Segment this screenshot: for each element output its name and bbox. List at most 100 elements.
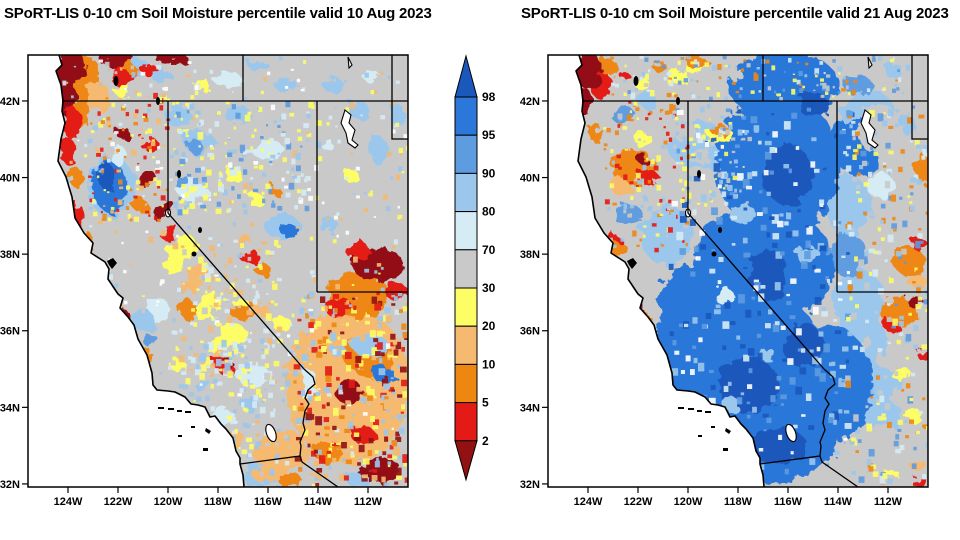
speckle <box>296 437 301 441</box>
speckle <box>620 238 625 242</box>
speckle <box>204 248 209 255</box>
speckle <box>362 458 370 465</box>
speckle <box>74 244 78 248</box>
speckle <box>318 435 322 438</box>
speckle <box>648 154 653 160</box>
moisture-blob-2-5 <box>917 350 928 360</box>
speckle <box>401 372 407 376</box>
speckle <box>692 209 697 216</box>
speckle <box>204 265 209 268</box>
speckle <box>334 308 338 313</box>
speckle <box>722 55 727 60</box>
speckle <box>232 351 238 357</box>
speckle <box>178 196 182 201</box>
speckle <box>227 371 233 378</box>
speckle <box>222 189 228 196</box>
lat-tick-label: 34N <box>0 402 20 414</box>
speckle <box>354 435 361 442</box>
speckle <box>102 162 105 164</box>
speckle <box>846 316 851 322</box>
speckle <box>892 88 897 93</box>
speckle <box>922 424 926 428</box>
speckle <box>357 462 361 466</box>
moisture-blob-5-10 <box>132 199 148 211</box>
speckle <box>215 351 219 354</box>
speckle <box>310 339 316 347</box>
speckle <box>195 364 200 370</box>
speckle <box>147 146 152 149</box>
speckle <box>200 204 207 209</box>
speckle <box>841 380 845 383</box>
speckle <box>750 116 758 124</box>
speckle <box>110 210 114 214</box>
speckle <box>695 256 701 261</box>
speckle <box>214 273 219 277</box>
speckle <box>62 134 66 139</box>
speckle <box>690 369 695 375</box>
speckle <box>868 466 874 472</box>
speckle <box>760 285 766 289</box>
speckle <box>315 391 321 396</box>
speckle <box>193 353 199 357</box>
speckle <box>181 367 186 372</box>
speckle <box>731 243 736 246</box>
speckle <box>834 391 838 394</box>
speckle <box>774 90 777 94</box>
speckle <box>898 332 904 336</box>
speckle <box>367 471 373 477</box>
speckle <box>897 428 902 432</box>
speckle <box>717 280 722 284</box>
speckle <box>671 201 678 207</box>
speckle <box>630 92 636 99</box>
speckle <box>240 110 247 118</box>
speckle <box>675 161 681 165</box>
speckle <box>681 60 685 65</box>
moisture-blob-lt2 <box>56 55 86 84</box>
speckle <box>887 421 892 429</box>
speckle <box>296 78 301 83</box>
speckle <box>338 384 343 390</box>
speckle <box>252 361 256 366</box>
speckle <box>812 265 816 270</box>
speckle <box>212 318 216 321</box>
speckle <box>384 375 388 379</box>
speckle <box>315 416 323 426</box>
speckle <box>676 109 684 115</box>
speckle <box>845 313 851 321</box>
speckle <box>728 124 733 130</box>
speckle <box>305 457 311 461</box>
speckle <box>320 421 325 427</box>
moisture-blob-10-20 <box>226 433 246 447</box>
speckle <box>867 463 873 468</box>
speckle <box>233 278 238 281</box>
speckle <box>244 114 251 122</box>
speckle <box>311 450 317 457</box>
speckle <box>741 137 746 141</box>
speckle <box>201 364 207 372</box>
speckle <box>304 205 310 212</box>
speckle <box>890 194 896 202</box>
speckle <box>663 140 668 145</box>
speckle <box>73 65 77 68</box>
speckle <box>272 386 278 393</box>
speckle <box>403 414 407 418</box>
speckle <box>720 115 725 119</box>
speckle <box>770 395 776 403</box>
speckle <box>345 459 352 465</box>
speckle <box>268 189 273 194</box>
speckle <box>888 150 894 155</box>
speckle <box>667 227 673 233</box>
speckle <box>765 59 770 64</box>
speckle <box>643 140 646 143</box>
speckle <box>603 148 607 151</box>
speckle <box>757 310 761 316</box>
colorbar-label: 95 <box>482 128 496 142</box>
speckle <box>645 201 648 205</box>
speckle <box>797 208 801 213</box>
speckle <box>380 72 384 75</box>
speckle <box>246 149 252 153</box>
speckle <box>191 460 196 464</box>
speckle <box>860 72 865 76</box>
speckle <box>612 202 617 206</box>
